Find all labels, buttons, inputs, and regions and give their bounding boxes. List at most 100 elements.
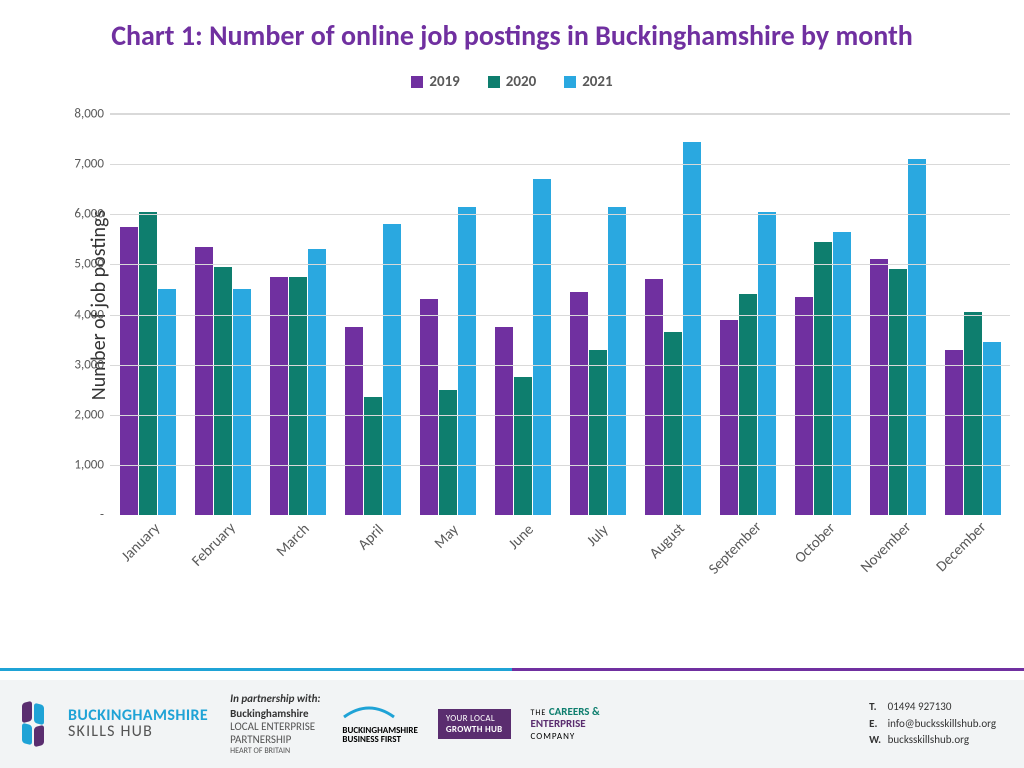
x-tick-label: March xyxy=(273,520,313,560)
bar xyxy=(514,377,532,515)
bar xyxy=(870,259,888,515)
grid-line xyxy=(110,214,1010,215)
x-tick-label: August xyxy=(646,520,689,563)
chart: Number of job postings -1,0002,0003,0004… xyxy=(50,95,1010,515)
bar xyxy=(345,327,363,515)
footer-band: BUCKINGHAMSHIRE SKILLS HUB In partnershi… xyxy=(0,680,1024,768)
grid-line xyxy=(110,164,1010,165)
grid-line xyxy=(110,365,1010,366)
careers-line3: COMPANY xyxy=(531,731,576,742)
bar xyxy=(908,159,926,515)
legend-label: 2021 xyxy=(582,73,612,91)
x-tick-label: April xyxy=(354,521,387,554)
grid-line xyxy=(110,264,1010,265)
bar xyxy=(195,247,213,515)
bar xyxy=(720,320,738,515)
growth-hub-logo: YOUR LOCAL GROWTH HUB xyxy=(438,709,511,739)
y-tick-label: 8,000 xyxy=(54,107,104,122)
bsh-mark-icon xyxy=(22,702,58,746)
legend-swatch-icon xyxy=(488,76,500,88)
careers-line1: CAREERS & xyxy=(549,705,600,718)
y-tick-label: 3,000 xyxy=(54,357,104,372)
x-axis-labels: JanuaryFebruaryMarchAprilMayJuneJulyAugu… xyxy=(110,517,1010,607)
grid-line xyxy=(110,465,1010,466)
bar xyxy=(458,207,476,515)
careers-logo: THE CAREERS & ENTERPRISE COMPANY xyxy=(531,706,600,742)
partnership-line3: PARTNERSHIP xyxy=(230,733,320,746)
bar xyxy=(589,350,607,515)
bar xyxy=(739,294,757,515)
x-tick-label: September xyxy=(705,518,765,578)
plot-area: -1,0002,0003,0004,0005,0006,0007,0008,00… xyxy=(110,113,1010,515)
grid-line xyxy=(110,415,1010,416)
partnership-block: In partnership with: Buckinghamshire LOC… xyxy=(230,692,320,756)
bar xyxy=(214,267,232,515)
partnership-line4: HEART OF BRITAIN xyxy=(230,747,320,757)
grid-line xyxy=(110,315,1010,316)
bar xyxy=(833,232,851,515)
x-tick-label: June xyxy=(505,521,538,554)
bar xyxy=(758,212,776,515)
careers-line2: ENTERPRISE xyxy=(531,717,586,730)
bar xyxy=(383,224,401,515)
bar xyxy=(289,277,307,515)
legend-item: 2019 xyxy=(411,73,459,91)
contact-web-label: W. xyxy=(869,732,885,749)
gh-line2: GROWTH HUB xyxy=(446,724,503,735)
bar xyxy=(120,227,138,515)
bar xyxy=(889,269,907,515)
x-tick-label: July xyxy=(583,521,612,550)
bar xyxy=(814,242,832,515)
bbf-line2: BUSINESS FIRST xyxy=(342,735,417,745)
legend-swatch-icon xyxy=(411,76,423,88)
bar xyxy=(233,289,251,515)
legend-item: 2020 xyxy=(488,73,536,91)
contact-tel-label: T. xyxy=(869,699,885,716)
partnership-line2: LOCAL ENTERPRISE xyxy=(230,720,320,733)
footer-separator xyxy=(0,668,1024,671)
gh-line1: YOUR LOCAL xyxy=(446,713,503,724)
legend-label: 2020 xyxy=(506,73,536,91)
x-tick-label: February xyxy=(188,519,239,570)
bar xyxy=(964,312,982,515)
bar xyxy=(439,390,457,515)
chart-title: Chart 1: Number of online job postings i… xyxy=(0,0,1024,59)
y-tick-label: 7,000 xyxy=(54,157,104,172)
bar xyxy=(139,212,157,515)
bar xyxy=(795,297,813,515)
y-tick-label: 1,000 xyxy=(54,457,104,472)
bar xyxy=(945,350,963,515)
contact-tel: 01494 927130 xyxy=(888,700,952,713)
bsh-logo: BUCKINGHAMSHIRE SKILLS HUB xyxy=(22,702,208,746)
bsh-line2: SKILLS HUB xyxy=(68,724,208,740)
bar xyxy=(664,332,682,515)
partnership-label: In partnership with: xyxy=(230,692,320,705)
grid-line xyxy=(110,114,1010,115)
x-tick-label: October xyxy=(791,519,839,567)
legend-swatch-icon xyxy=(564,76,576,88)
partner-logos: BUCKINGHAMSHIRE BUSINESS FIRST YOUR LOCA… xyxy=(342,703,599,746)
y-tick-label: 5,000 xyxy=(54,257,104,272)
partnership-line1: Buckinghamshire xyxy=(230,707,320,720)
bar xyxy=(570,292,588,515)
y-tick-label: 2,000 xyxy=(54,407,104,422)
bar xyxy=(495,327,513,515)
bar xyxy=(420,299,438,515)
contact-email: info@bucksskillshub.org xyxy=(888,717,996,730)
bar xyxy=(308,249,326,515)
bar xyxy=(270,277,288,515)
bbf-swoosh-icon xyxy=(342,703,396,723)
y-tick-label: - xyxy=(54,508,104,523)
x-tick-label: December xyxy=(932,519,989,576)
x-tick-label: November xyxy=(857,518,915,576)
contact-block: T. 01494 927130 E. info@bucksskillshub.o… xyxy=(869,699,996,749)
y-tick-label: 4,000 xyxy=(54,307,104,322)
legend-label: 2019 xyxy=(429,73,459,91)
legend-item: 2021 xyxy=(564,73,612,91)
bar xyxy=(983,342,1001,515)
contact-web: bucksskillshub.org xyxy=(888,733,969,746)
bbf-logo: BUCKINGHAMSHIRE BUSINESS FIRST xyxy=(342,703,417,746)
x-tick-label: January xyxy=(118,520,164,566)
y-tick-label: 6,000 xyxy=(54,207,104,222)
bar xyxy=(608,207,626,515)
